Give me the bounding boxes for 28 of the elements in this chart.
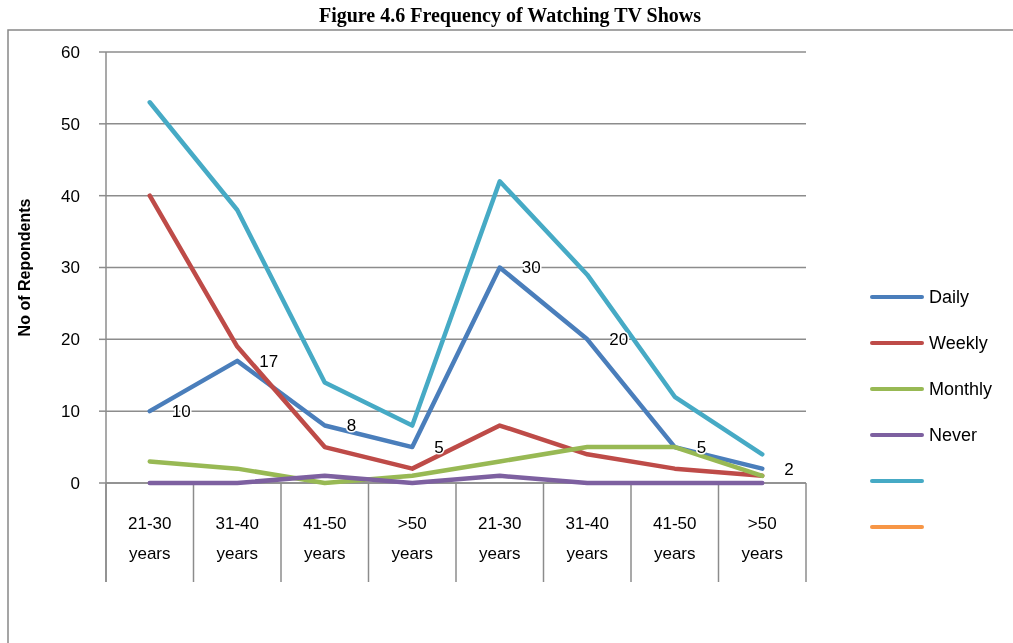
y-tick-label: 30 <box>61 258 80 278</box>
x-tick-label: >50 years <box>741 513 784 563</box>
x-tick-label: 41-50 years <box>653 513 697 563</box>
legend-label: Daily <box>929 287 970 308</box>
y-tick-label: 40 <box>61 186 80 206</box>
legend-label: Weekly <box>929 333 988 354</box>
legend-label: Monthly <box>929 379 993 400</box>
y-tick-label: 50 <box>61 114 80 134</box>
legend-label: Never <box>929 425 978 446</box>
x-tick-label: >50 years <box>391 513 434 563</box>
data-label: 10 <box>171 402 191 422</box>
y-axis-title: No of Repondents <box>16 198 33 337</box>
x-tick-label: 31-40 years <box>215 513 259 563</box>
data-label: 17 <box>259 351 279 371</box>
y-tick-label: 20 <box>61 330 80 350</box>
x-tick-label: 31-40 years <box>565 513 609 563</box>
data-label: 30 <box>521 258 541 278</box>
x-tick-label: 21-30 years <box>478 513 522 563</box>
line-series <box>147 100 765 457</box>
x-tick-label: 21-30 years <box>128 513 172 563</box>
y-tick-label: 60 <box>61 42 80 62</box>
chart-title: Figure 4.6 Frequency of Watching TV Shows <box>318 4 702 27</box>
data-label: 5 <box>434 438 444 458</box>
x-tick-label: 41-50 years <box>303 513 347 563</box>
data-label: 2 <box>784 459 794 479</box>
y-tick-label: 10 <box>61 402 80 422</box>
data-label: 20 <box>609 330 629 350</box>
y-tick-label: 0 <box>70 473 80 493</box>
